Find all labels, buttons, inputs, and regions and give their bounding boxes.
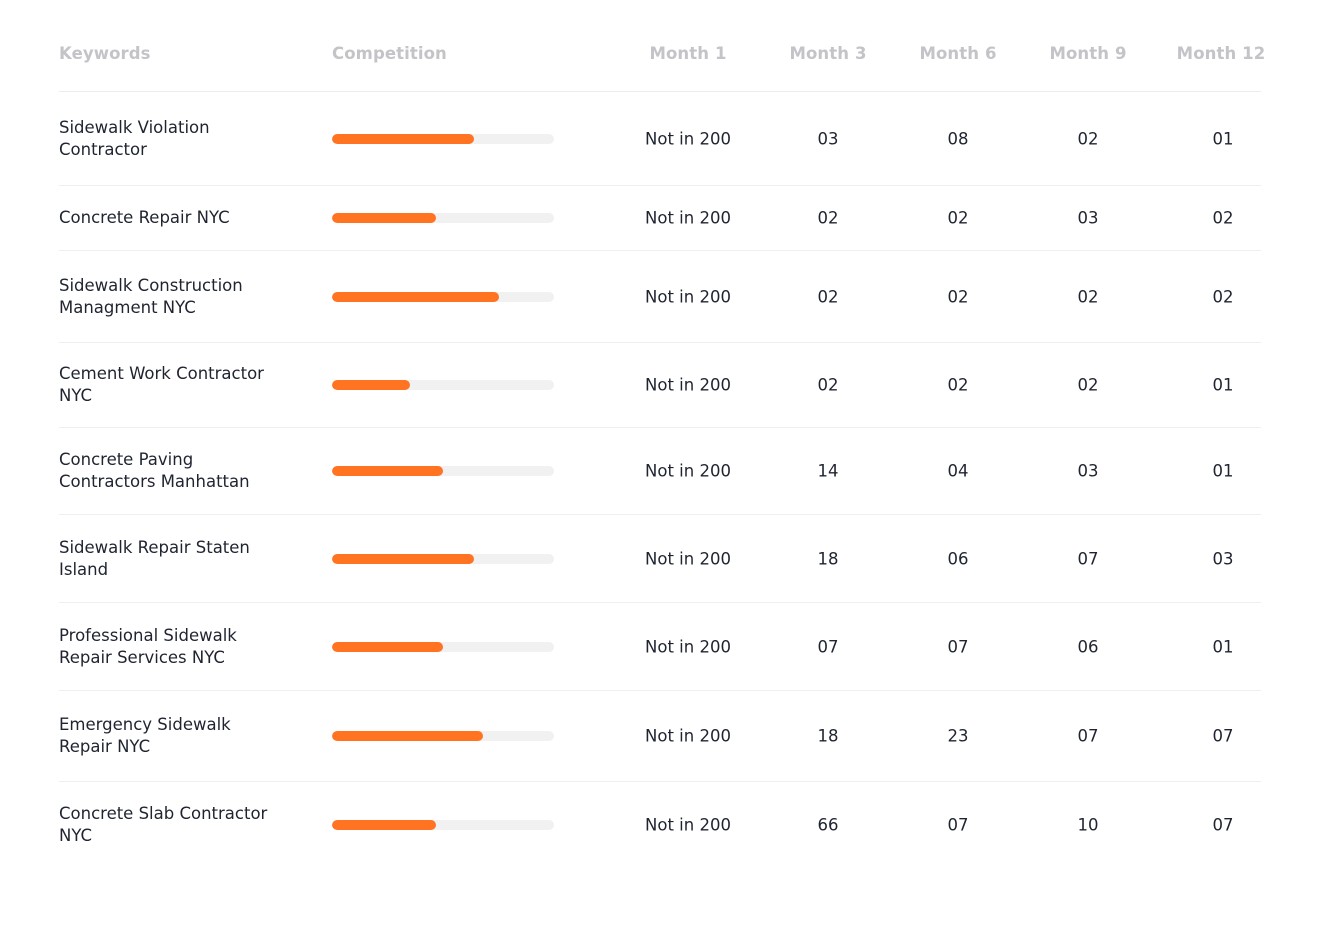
competition-bar bbox=[332, 820, 554, 830]
cell-month-9: 02 bbox=[1077, 287, 1099, 306]
cell-month-12: 01 bbox=[1212, 461, 1234, 481]
cell-month-1: Not in 200 bbox=[645, 208, 731, 228]
cell-month-6: 02 bbox=[947, 287, 969, 306]
cell-month-1: Not in 200 bbox=[645, 815, 731, 835]
cell-month-9: 02 bbox=[1077, 375, 1099, 395]
table-row: Concrete Repair NYC Not in 200 02 02 03 02 bbox=[59, 186, 1261, 251]
cell-month-1: Not in 200 bbox=[645, 637, 731, 656]
cell-month-3: 02 bbox=[817, 375, 839, 395]
cell-month-6: 08 bbox=[947, 129, 969, 148]
cell-month-3: 07 bbox=[817, 637, 839, 656]
competition-bar-fill bbox=[332, 213, 437, 223]
competition-bar-fill bbox=[332, 466, 443, 476]
table-row: Concrete Slab Contractor NYC Not in 200 66… bbox=[59, 782, 1261, 868]
keyword-label: Cement Work Contractor NYC bbox=[59, 364, 264, 405]
cell-month-9: 07 bbox=[1077, 726, 1099, 746]
cell-month-12: 01 bbox=[1212, 375, 1234, 395]
header-competition: Competition bbox=[332, 44, 447, 63]
keyword-label: Sidewalk Repair Staten Island bbox=[59, 537, 250, 579]
cell-month-3: 03 bbox=[817, 129, 839, 148]
cell-month-1: Not in 200 bbox=[645, 461, 731, 481]
keyword-label: Sidewalk Construction Managment NYC bbox=[59, 275, 243, 317]
competition-bar-fill bbox=[332, 641, 443, 652]
cell-month-12: 02 bbox=[1212, 287, 1234, 306]
header-month-12: Month 12 bbox=[1176, 44, 1266, 63]
competition-bar bbox=[332, 466, 554, 476]
cell-month-3: 02 bbox=[817, 287, 839, 306]
header-month-3: Month 3 bbox=[789, 44, 867, 63]
cell-month-12: 03 bbox=[1212, 549, 1234, 568]
cell-month-1: Not in 200 bbox=[645, 375, 731, 395]
table-row: Concrete Paving Contractors Manhattan Not… bbox=[59, 428, 1261, 515]
cell-month-3: 02 bbox=[817, 208, 839, 228]
competition-bar-fill bbox=[332, 380, 410, 390]
header-month-9: Month 9 bbox=[1049, 44, 1127, 63]
table-body: Sidewalk Violation Contractor Not in 200 0… bbox=[59, 92, 1261, 868]
cell-month-9: 03 bbox=[1077, 208, 1099, 228]
cell-month-9: 06 bbox=[1077, 637, 1099, 656]
competition-bar-fill bbox=[332, 731, 483, 741]
cell-month-9: 03 bbox=[1077, 461, 1099, 481]
cell-month-3: 18 bbox=[817, 549, 839, 568]
competition-bar-fill bbox=[332, 291, 499, 302]
cell-month-1: Not in 200 bbox=[645, 287, 731, 306]
keyword-label: Concrete Paving Contractors Manhattan bbox=[59, 450, 250, 491]
competition-bar bbox=[332, 731, 554, 741]
competition-bar-fill bbox=[332, 553, 475, 564]
competition-bar-fill bbox=[332, 133, 475, 144]
cell-month-6: 02 bbox=[947, 375, 969, 395]
cell-month-12: 02 bbox=[1212, 208, 1234, 228]
cell-month-3: 18 bbox=[817, 726, 839, 746]
keyword-label: Concrete Repair NYC bbox=[59, 208, 230, 227]
cell-month-6: 07 bbox=[947, 815, 969, 835]
table-row: Sidewalk Repair Staten Island Not in 200 1… bbox=[59, 515, 1261, 603]
cell-month-12: 01 bbox=[1212, 129, 1234, 148]
cell-month-9: 10 bbox=[1077, 815, 1099, 835]
competition-bar-fill bbox=[332, 820, 437, 830]
keyword-ranking-table: Keywords Competition Month 1 Month 3 Mon… bbox=[59, 0, 1265, 868]
competition-bar bbox=[332, 213, 554, 223]
cell-month-1: Not in 200 bbox=[645, 129, 731, 148]
cell-month-6: 02 bbox=[947, 208, 969, 228]
table-row: Sidewalk Violation Contractor Not in 200 0… bbox=[59, 92, 1261, 186]
cell-month-3: 66 bbox=[817, 815, 839, 835]
cell-month-6: 04 bbox=[947, 461, 969, 481]
table-row: Emergency Sidewalk Repair NYC Not in 200 1… bbox=[59, 691, 1261, 782]
keyword-label: Professional Sidewalk Repair Services NY… bbox=[59, 625, 237, 667]
table-header: Keywords Competition Month 1 Month 3 Mon… bbox=[59, 0, 1265, 92]
competition-bar bbox=[332, 553, 554, 564]
cell-month-6: 23 bbox=[947, 726, 969, 746]
cell-month-9: 07 bbox=[1077, 549, 1099, 568]
keyword-label: Emergency Sidewalk Repair NYC bbox=[59, 715, 231, 756]
competition-bar bbox=[332, 380, 554, 390]
keyword-label: Concrete Slab Contractor NYC bbox=[59, 804, 268, 845]
cell-month-12: 07 bbox=[1212, 815, 1234, 835]
competition-bar bbox=[332, 133, 554, 144]
header-month-1: Month 1 bbox=[649, 44, 727, 63]
cell-month-6: 06 bbox=[947, 549, 969, 568]
competition-bar bbox=[332, 291, 554, 302]
keyword-label: Sidewalk Violation Contractor bbox=[59, 117, 210, 159]
cell-month-6: 07 bbox=[947, 637, 969, 656]
cell-month-1: Not in 200 bbox=[645, 549, 731, 568]
table-row: Professional Sidewalk Repair Services NY… bbox=[59, 603, 1261, 691]
competition-bar bbox=[332, 641, 554, 652]
header-keywords: Keywords bbox=[59, 44, 151, 63]
cell-month-3: 14 bbox=[817, 461, 839, 481]
cell-month-9: 02 bbox=[1077, 129, 1099, 148]
cell-month-12: 07 bbox=[1212, 726, 1234, 746]
header-month-6: Month 6 bbox=[919, 44, 997, 63]
cell-month-1: Not in 200 bbox=[645, 726, 731, 746]
table-row: Sidewalk Construction Managment NYC Not i… bbox=[59, 251, 1261, 343]
cell-month-12: 01 bbox=[1212, 637, 1234, 656]
table-row: Cement Work Contractor NYC Not in 200 02 02… bbox=[59, 343, 1261, 428]
